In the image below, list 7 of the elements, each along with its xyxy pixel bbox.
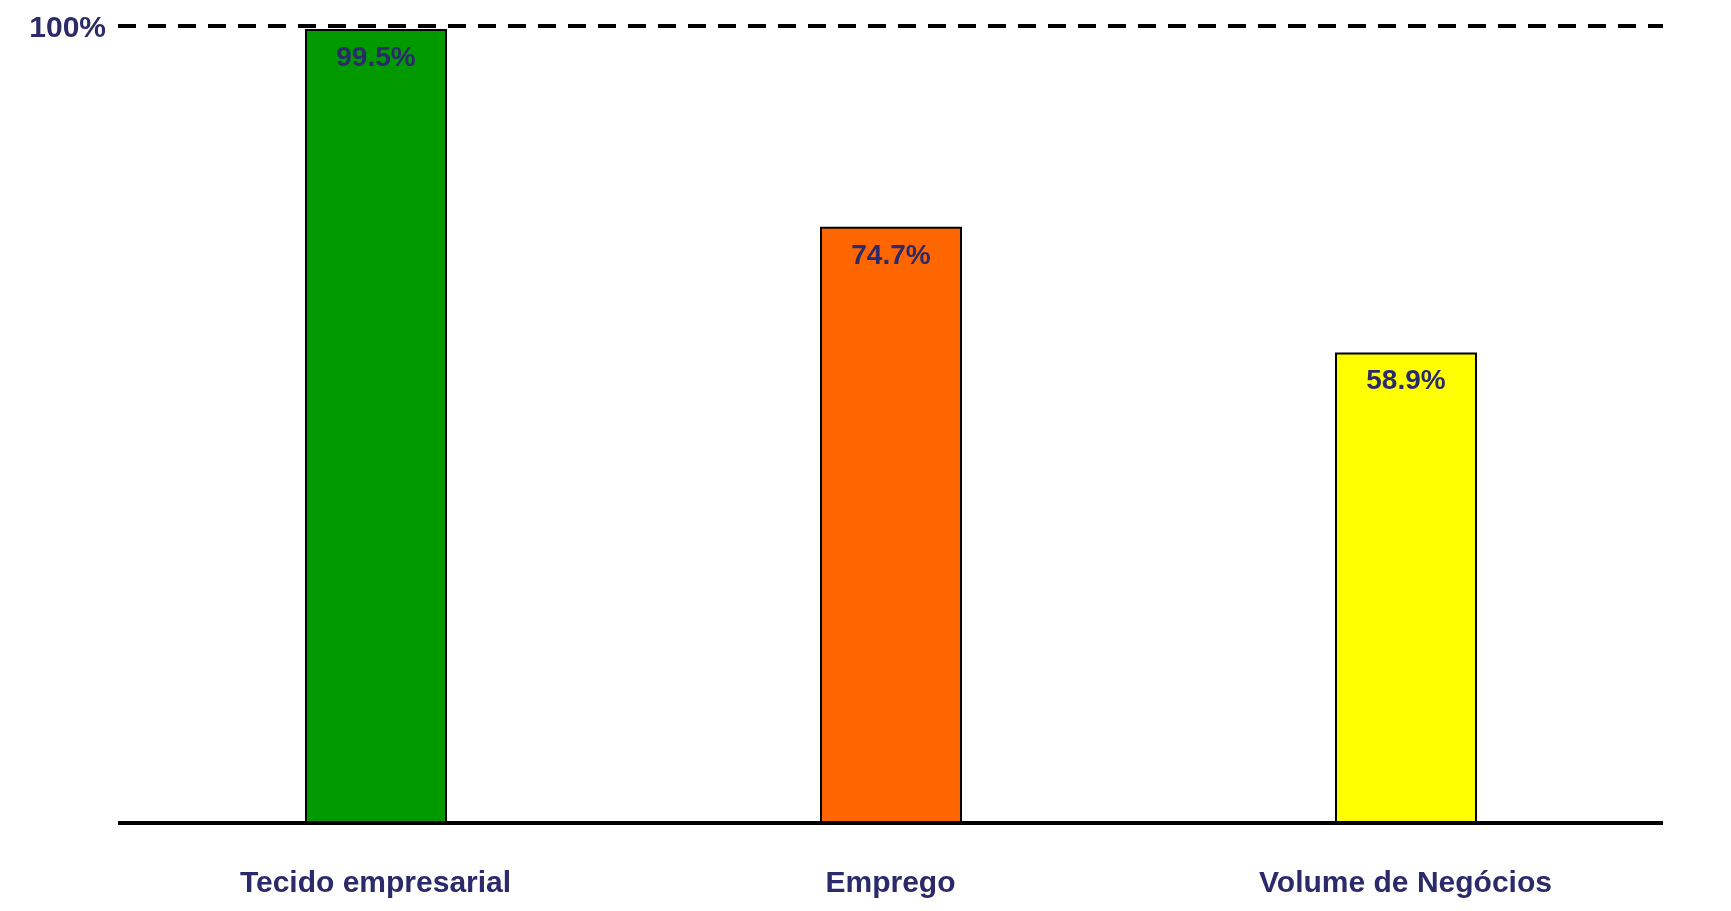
data-label: 99.5%: [336, 40, 416, 72]
x-tick-label: Volume de Negócios: [1259, 865, 1552, 899]
x-tick-label: Tecido empresarial: [239, 865, 512, 899]
data-label: 58.9%: [1366, 364, 1446, 396]
ref-line-label: 100%: [29, 9, 106, 43]
x-tick-label: Emprego: [825, 865, 956, 899]
data-label: 74.7%: [851, 238, 931, 270]
